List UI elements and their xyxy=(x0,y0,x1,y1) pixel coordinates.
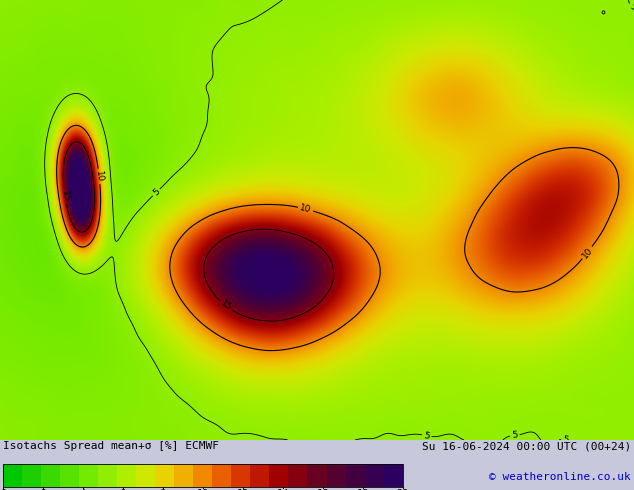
Text: 5: 5 xyxy=(423,431,430,441)
Text: 15: 15 xyxy=(60,190,70,203)
Text: Su 16-06-2024 00:00 UTC (00+24): Su 16-06-2024 00:00 UTC (00+24) xyxy=(422,441,631,451)
Bar xyxy=(41,464,60,487)
Text: 5: 5 xyxy=(512,430,518,440)
Text: © weatheronline.co.uk: © weatheronline.co.uk xyxy=(489,472,631,483)
Text: 5: 5 xyxy=(562,435,569,444)
Bar xyxy=(3,464,403,487)
Bar xyxy=(327,464,346,487)
Bar xyxy=(288,464,307,487)
Bar xyxy=(250,464,269,487)
Text: 10: 10 xyxy=(580,245,594,260)
Bar xyxy=(98,464,117,487)
Bar xyxy=(231,464,250,487)
Bar xyxy=(117,464,136,487)
Bar xyxy=(346,464,365,487)
Bar xyxy=(384,464,403,487)
Bar xyxy=(193,464,212,487)
Bar xyxy=(136,464,155,487)
Text: 10: 10 xyxy=(299,203,312,215)
Bar xyxy=(307,464,327,487)
Text: Isotachs Spread mean+σ [%] ECMWF: Isotachs Spread mean+σ [%] ECMWF xyxy=(3,441,219,451)
Bar xyxy=(79,464,98,487)
Bar xyxy=(22,464,41,487)
Bar xyxy=(155,464,174,487)
Bar xyxy=(174,464,193,487)
Text: 10: 10 xyxy=(94,170,104,183)
Text: 15: 15 xyxy=(219,298,233,313)
Bar xyxy=(60,464,79,487)
Bar xyxy=(3,464,22,487)
Text: 5: 5 xyxy=(628,1,634,12)
Bar xyxy=(365,464,384,487)
Bar xyxy=(212,464,231,487)
Bar xyxy=(269,464,288,487)
Text: 5: 5 xyxy=(151,187,162,197)
